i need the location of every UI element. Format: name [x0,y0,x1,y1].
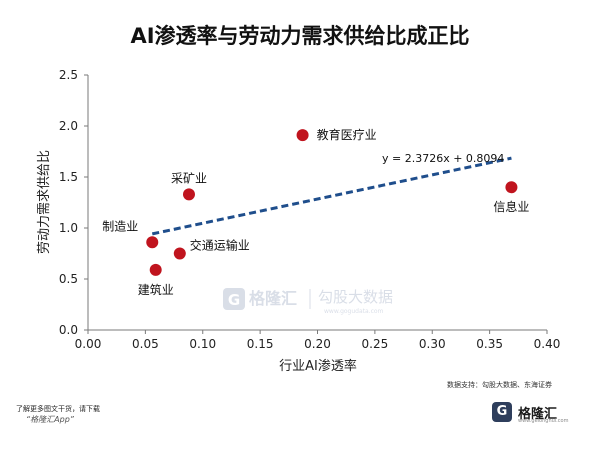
promo-line-1: 了解更多图文干货，请下载 [16,405,100,413]
point-label: 交通运输业 [190,238,250,253]
x-tick-label: 0.00 [75,337,102,351]
x-tick-label: 0.20 [304,337,331,351]
x-tick-label: 0.40 [534,337,561,351]
data-point[interactable] [296,129,309,142]
x-axis-label: 行业AI渗透率 [279,358,357,374]
trendline-equation: y = 2.3726x + 0.8094 [382,152,504,165]
point-label: 信息业 [493,199,529,214]
y-tick-label: 2.5 [59,68,78,82]
x-tick-label: 0.10 [189,337,216,351]
y-tick-group: 0.0 0.5 1.0 1.5 2.0 2.5 [59,68,88,337]
y-tick-label: 1.5 [59,170,78,184]
x-tick-label: 0.30 [419,337,446,351]
y-tick-label: 2.0 [59,119,78,133]
data-point[interactable] [505,181,518,194]
chart-title: AI渗透率与劳动力需求供给比成正比 [130,24,470,48]
data-point[interactable] [146,236,159,249]
watermark-brand: 格隆汇 [249,289,297,308]
watermark: G 格隆汇 勾股大数据 www.gogudata.com [223,288,393,315]
brand-url: www.gelonghui.com [518,418,569,424]
brand-logo[interactable]: G 格隆汇 www.gelonghui.com [492,402,592,424]
x-tick-group: 0.00 0.05 0.10 0.15 0.20 0.25 0.30 0.35 0.40 [75,330,561,351]
point-label: 采矿业 [171,171,207,185]
watermark-sub: 勾股大数据 [318,288,393,306]
x-tick-label: 0.35 [476,337,503,351]
watermark-url: www.gogudata.com [324,308,384,315]
y-tick-label: 0.5 [59,272,78,286]
watermark-logo-letter: G [228,291,240,309]
data-point[interactable] [149,263,162,276]
brand-name: 格隆汇 [518,407,558,422]
data-point[interactable] [173,247,186,260]
x-tick-label: 0.05 [132,337,159,351]
trendline [151,156,512,236]
watermark-logo [223,288,245,310]
y-tick-label: 1.0 [59,221,78,235]
data-point[interactable] [182,188,195,201]
point-label: 建筑业 [138,282,174,297]
point-label: 教育医疗业 [317,127,377,142]
y-axis-label: 劳动力需求供给比 [36,150,52,254]
point-label: 制造业 [102,219,138,233]
promo-line-2[interactable]: “格隆汇App” [26,415,74,424]
data-source: 数据支持：勾股大数据、东海证券 [447,381,552,389]
x-tick-label: 0.25 [362,337,389,351]
logo-g-icon: G [492,402,512,422]
trendline-group [151,156,512,236]
x-tick-label: 0.15 [247,337,274,351]
y-tick-label: 0.0 [59,323,78,337]
